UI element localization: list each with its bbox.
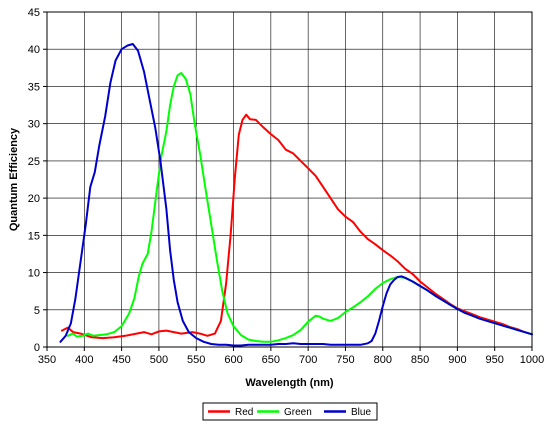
grid-lines xyxy=(43,11,533,351)
y-tick-label: 5 xyxy=(34,305,40,317)
x-tick-label: 900 xyxy=(448,354,466,366)
plot-area-border xyxy=(46,11,533,348)
y-tick-label: 40 xyxy=(28,44,40,56)
y-tick-label: 20 xyxy=(28,193,40,205)
y-tick-label: 45 xyxy=(28,7,40,19)
y-tick-label: 15 xyxy=(28,230,40,242)
y-tick-label: 30 xyxy=(28,119,40,131)
series-line-blue xyxy=(59,43,533,347)
x-tick-label: 850 xyxy=(411,354,429,366)
legend-label-red: Red xyxy=(235,407,253,418)
x-tick-label: 650 xyxy=(262,354,280,366)
x-tick-label: 700 xyxy=(299,354,317,366)
x-tick-label: 550 xyxy=(187,354,205,366)
legend-label-green: Green xyxy=(284,407,312,418)
x-tick-label: 950 xyxy=(486,354,504,366)
x-tick-label: 1000 xyxy=(520,354,544,366)
x-tick-label: 450 xyxy=(112,354,130,366)
y-tick-label: 25 xyxy=(28,156,40,168)
x-tick-label: 400 xyxy=(75,354,93,366)
x-tick-label: 500 xyxy=(150,354,168,366)
y-axis-title: Quantum Efficiency xyxy=(8,127,20,231)
x-axis-title: Wavelength (nm) xyxy=(245,377,334,389)
y-tick-label: 10 xyxy=(28,268,40,280)
y-tick-label: 35 xyxy=(28,81,40,93)
y-tick-label: 0 xyxy=(34,342,40,354)
x-tick-label: 350 xyxy=(38,354,56,366)
x-tick-labels: 350 400 450 500 550 600 650 700 750 800 850 900 950 1… xyxy=(38,354,544,366)
legend-label-blue: Blue xyxy=(351,407,371,418)
x-tick-label: 750 xyxy=(336,354,354,366)
legend: Red Green Blue xyxy=(208,407,371,418)
x-tick-label: 600 xyxy=(224,354,242,366)
series-lines xyxy=(59,43,533,347)
x-tick-label: 800 xyxy=(374,354,392,366)
y-tick-labels: 0 5 10 15 20 25 30 35 40 45 xyxy=(28,7,40,354)
legend-box xyxy=(202,402,378,421)
